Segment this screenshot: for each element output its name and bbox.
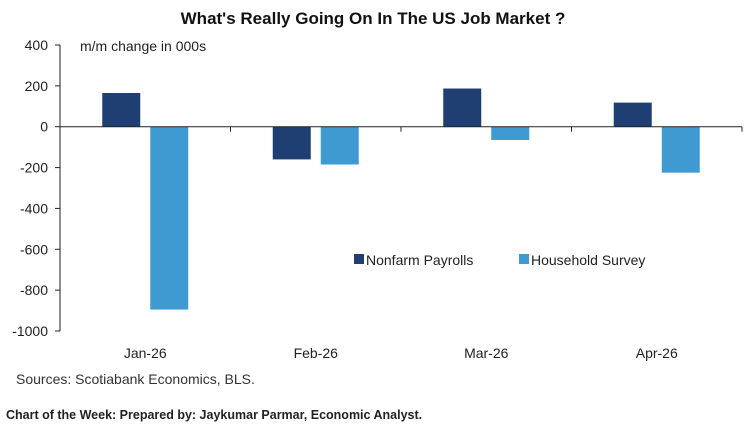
y-tick-label: -400	[20, 200, 48, 216]
chart-title: What's Really Going On In The US Job Mar…	[180, 9, 566, 28]
bar-nonfarm-payrolls	[102, 93, 141, 127]
x-tick-label: Apr-26	[636, 345, 678, 361]
bar-household-survey	[491, 126, 530, 140]
bar-household-survey	[320, 126, 359, 165]
legend-label: Household Survey	[531, 252, 645, 268]
sources-note: Sources: Scotiabank Economics, BLS.	[16, 371, 255, 387]
legend-label: Nonfarm Payrolls	[366, 252, 473, 268]
y-tick-label: 200	[25, 78, 49, 94]
bar-nonfarm-payrolls	[613, 102, 652, 127]
y-tick-label: 400	[25, 37, 49, 53]
x-tick-label: Feb-26	[294, 345, 339, 361]
y-tick-label: -1000	[12, 323, 48, 339]
y-tick-label: 0	[40, 119, 48, 135]
bar-household-survey	[150, 126, 189, 310]
y-tick-label: -200	[20, 160, 48, 176]
legend-swatch	[519, 254, 529, 264]
y-tick-label: -800	[20, 282, 48, 298]
x-tick-label: Jan-26	[124, 345, 167, 361]
bar-nonfarm-payrolls	[443, 88, 482, 127]
chart-credit: Chart of the Week: Prepared by: Jaykumar…	[6, 408, 423, 422]
y-tick-label: -600	[20, 241, 48, 257]
bar-household-survey	[661, 126, 700, 173]
y-axis-label: m/m change in 000s	[80, 38, 206, 54]
legend-swatch	[354, 254, 364, 264]
bar-nonfarm-payrolls	[272, 126, 311, 160]
x-tick-label: Mar-26	[464, 345, 509, 361]
